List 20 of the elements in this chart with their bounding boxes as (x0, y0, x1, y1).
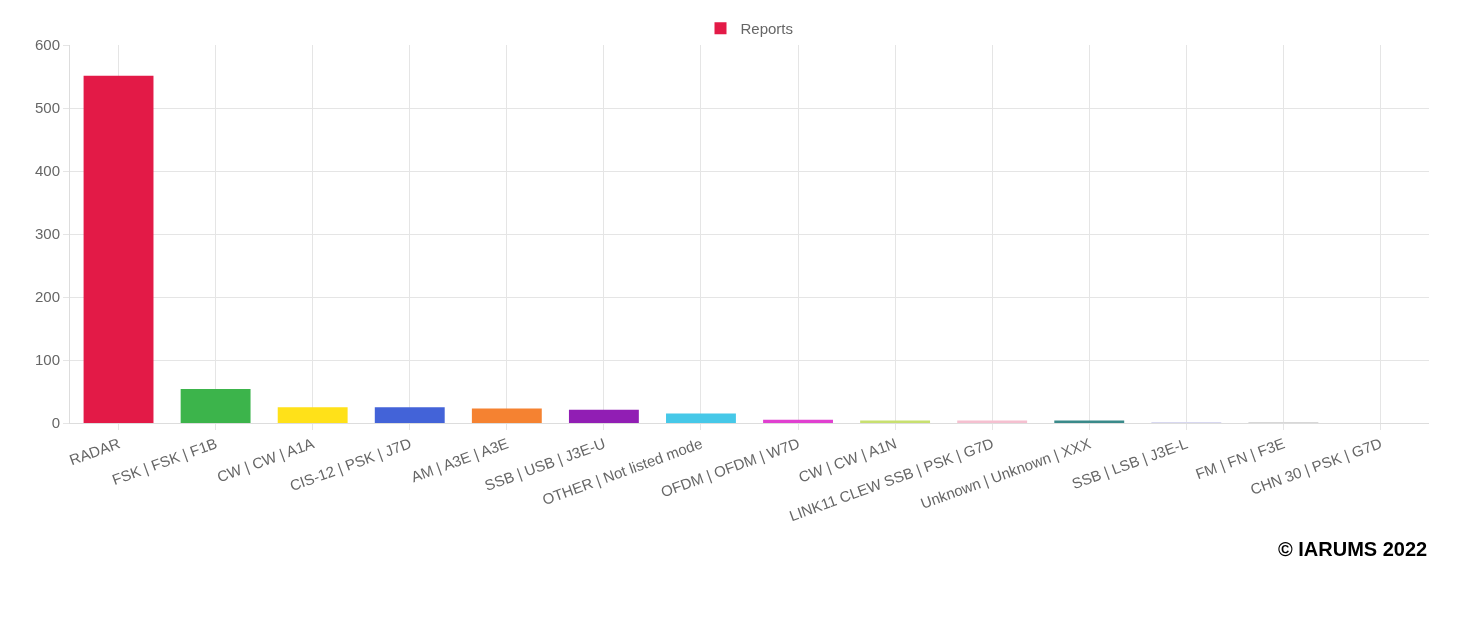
bar (763, 419, 833, 423)
legend-label: Reports (740, 20, 794, 38)
bar (471, 408, 542, 423)
bar (277, 407, 348, 423)
y-tick-label: 500 (34, 99, 60, 117)
bar (568, 409, 639, 423)
bar (374, 407, 445, 423)
y-tick-label: 200 (34, 288, 60, 306)
bar (957, 420, 1028, 423)
y-tick-label: 400 (34, 162, 60, 180)
bar (1054, 420, 1125, 423)
y-tick-label: 0 (51, 414, 60, 432)
y-tick-label: 600 (34, 36, 60, 54)
bar (83, 75, 154, 423)
bar (180, 388, 251, 423)
y-tick-label: 100 (34, 351, 60, 369)
bar (666, 413, 736, 423)
text: © IARUMS 2022 (1278, 538, 1428, 560)
y-tick-label: 300 (34, 225, 60, 243)
bar (860, 420, 931, 423)
